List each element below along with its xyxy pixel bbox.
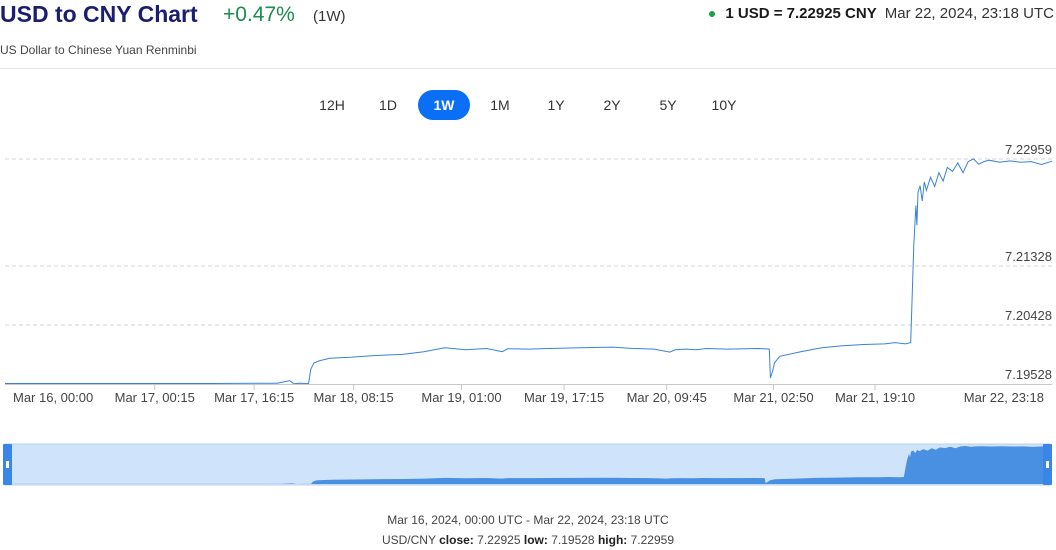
- x-tick-label: Mar 16, 00:00: [13, 390, 93, 405]
- header-divider: [0, 68, 1056, 69]
- low-label: low:: [523, 533, 548, 547]
- tab-5y[interactable]: 5Y: [659, 97, 677, 113]
- navigator-area: [12, 446, 1043, 484]
- tab-12h[interactable]: 12H: [319, 97, 345, 113]
- y-tick-label: 7.20428: [1005, 308, 1052, 323]
- x-tick-label: Mar 20, 09:45: [627, 390, 707, 405]
- navigator-left-grip: [6, 461, 9, 468]
- period-tabs: 12H 1D 1W 1M 1Y 2Y 5Y 10Y: [0, 90, 1056, 120]
- tab-1m[interactable]: 1M: [490, 97, 510, 113]
- x-tick-label: Mar 19, 17:15: [524, 390, 604, 405]
- x-tick-label: Mar 18, 08:15: [314, 390, 394, 405]
- rate-value: 1 USD = 7.22925 CNY: [725, 5, 877, 22]
- high-label: high:: [597, 533, 628, 547]
- page-subtitle: US Dollar to Chinese Yuan Renminbi: [0, 43, 197, 57]
- rate-timestamp: Mar 22, 2024, 23:18 UTC: [884, 5, 1054, 22]
- tab-10y[interactable]: 10Y: [711, 97, 737, 113]
- chart-header: USD to CNY Chart +0.47% (1W) US Dollar t…: [0, 0, 1056, 68]
- x-tick-label: Mar 21, 02:50: [733, 390, 813, 405]
- x-tick-label: Mar 17, 00:15: [115, 390, 195, 405]
- x-tick-label: Mar 17, 16:15: [214, 390, 294, 405]
- period-label: (1W): [313, 8, 346, 25]
- tab-1y[interactable]: 1Y: [547, 97, 565, 113]
- pair-label: USD/CNY: [381, 533, 436, 547]
- tab-1w[interactable]: 1W: [418, 90, 470, 120]
- current-rate: 1 USD = 7.22925 CNY Mar 22, 2024, 23:18 …: [709, 5, 1054, 22]
- x-tick-label: Mar 21, 19:10: [835, 390, 915, 405]
- percent-change: +0.47%: [223, 3, 295, 26]
- page-title: USD to CNY Chart: [0, 1, 198, 27]
- close-label: close:: [439, 533, 474, 547]
- price-line: [5, 158, 1053, 385]
- high-value: 7.22959: [630, 533, 675, 547]
- close-value: 7.22925: [477, 533, 521, 547]
- range-navigator[interactable]: [3, 443, 1052, 486]
- y-tick-label: 7.22959: [1005, 142, 1052, 157]
- x-tick-label: Mar 19, 01:00: [421, 390, 501, 405]
- navigator-right-grip: [1046, 461, 1049, 468]
- y-tick-label: 7.21328: [1005, 249, 1052, 264]
- date-range-label: Mar 16, 2024, 00:00 UTC - Mar 22, 2024, …: [387, 513, 669, 527]
- live-indicator-icon: [709, 10, 716, 17]
- y-tick-label: 7.19528: [1005, 367, 1052, 382]
- low-value: 7.19528: [551, 533, 595, 547]
- price-chart[interactable]: 7.19528 7.20428 7.21328 7.22959 Mar 16, 00:…: [0, 100, 1056, 512]
- summary-stats: USD/CNY close: 7.22925 low: 7.19528 high…: [0, 533, 1056, 547]
- x-tick-label: Mar 22, 23:18: [964, 390, 1044, 405]
- tab-1d[interactable]: 1D: [379, 97, 397, 113]
- tab-2y[interactable]: 2Y: [603, 97, 621, 113]
